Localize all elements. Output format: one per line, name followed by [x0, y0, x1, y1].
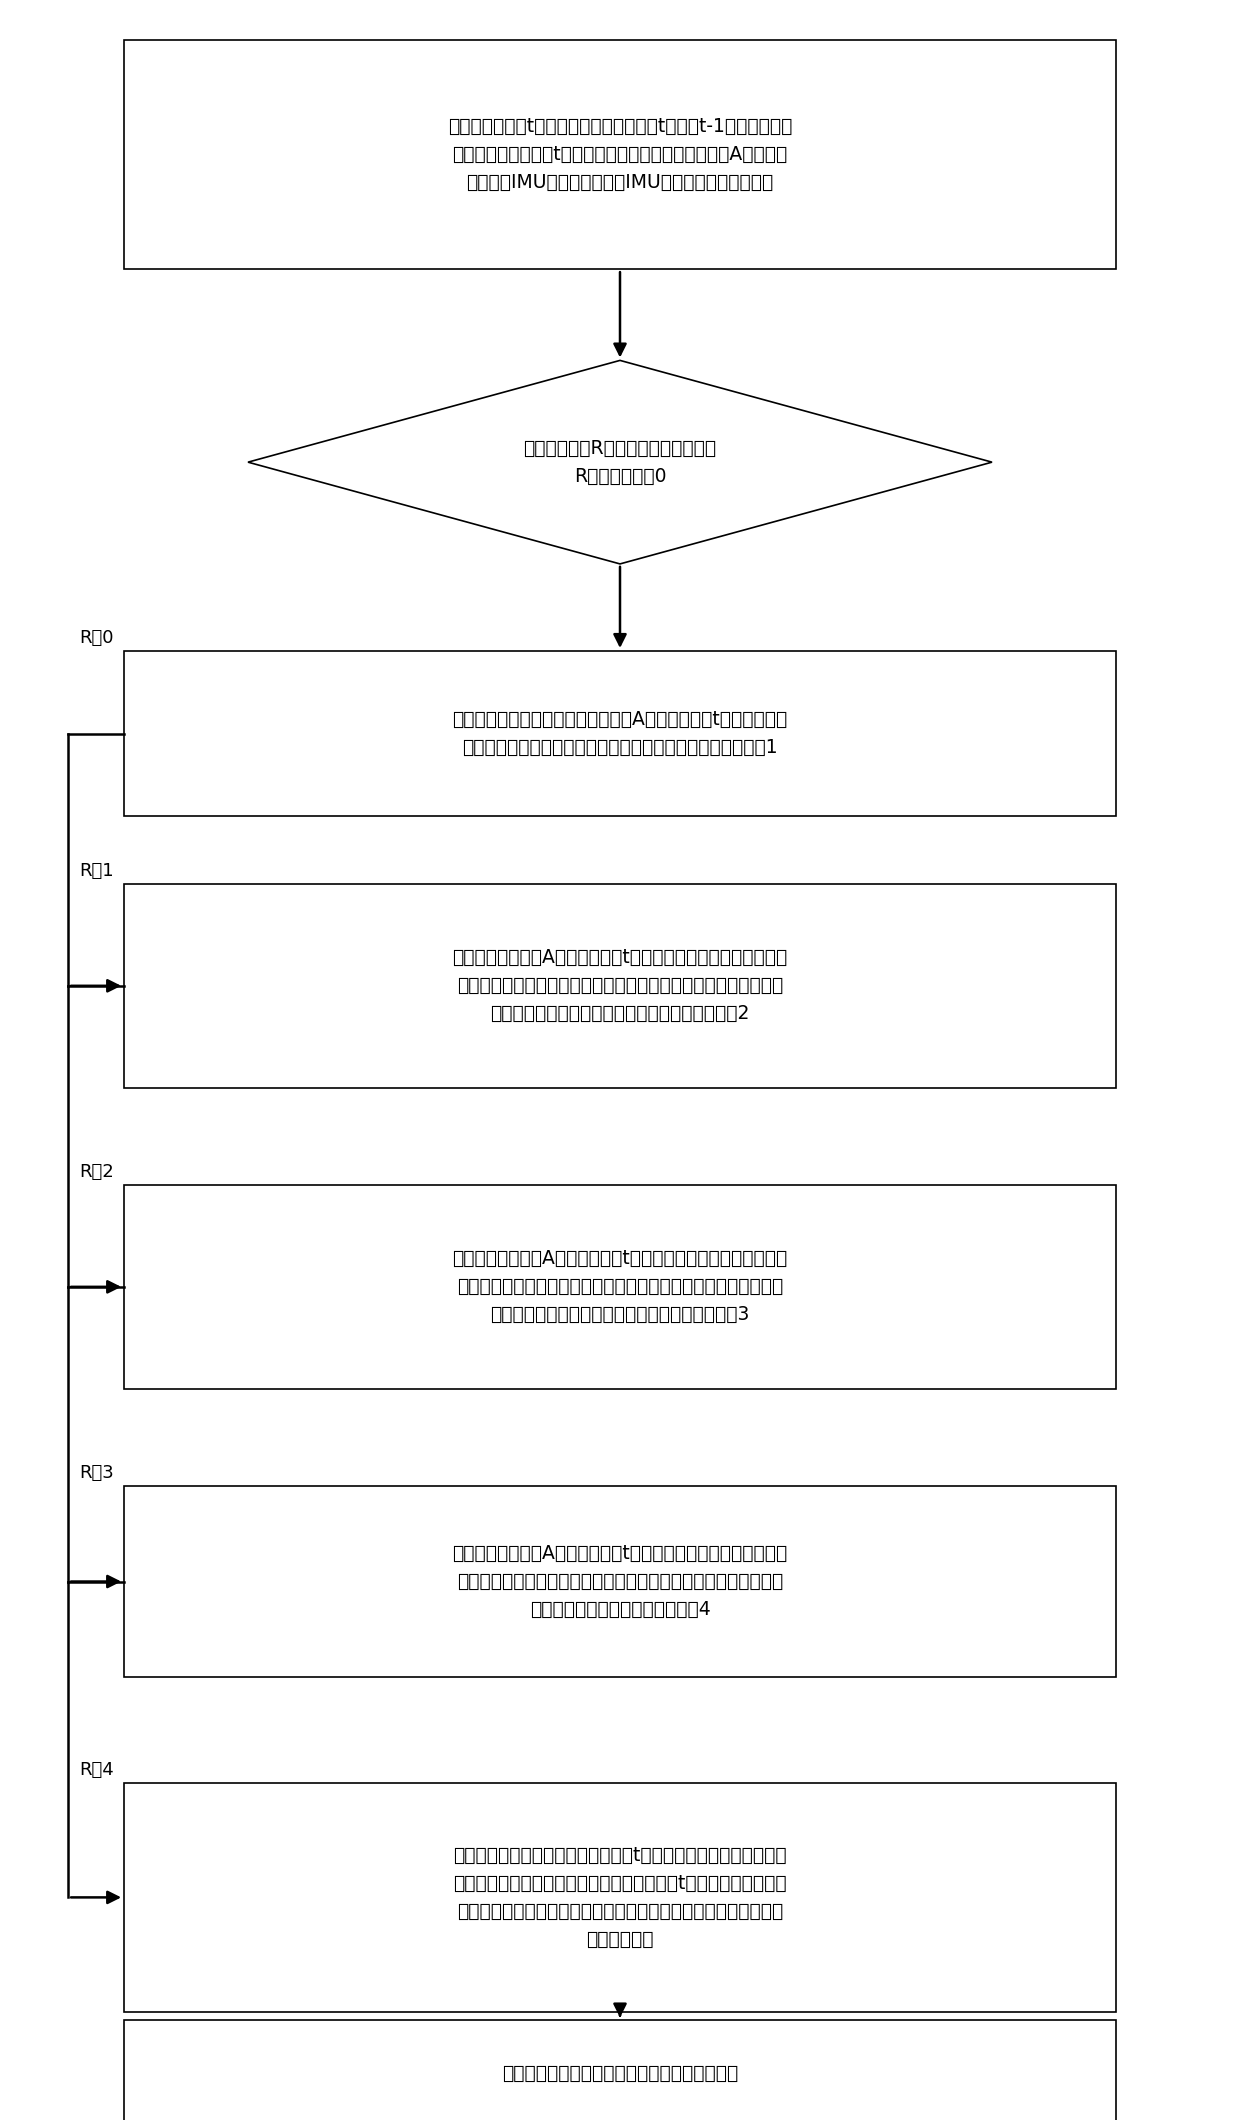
Bar — [124, 1185, 1116, 1389]
Bar — [124, 1783, 1116, 2012]
Text: R为0: R为0 — [79, 630, 114, 647]
Text: 根据状态标记R的数值确定跳转步骤，
R的初始数值为0: 根据状态标记R的数值确定跳转步骤， R的初始数值为0 — [523, 439, 717, 485]
Text: 实时获取相机第t帧图像特征点，并获取第t帧与第t-1帧图像之间传
感器的量测值作为第t帧的帧数据，存储并更新滑动窗口A；所述传
感器包括IMU、轮速计；所述IM: 实时获取相机第t帧图像特征点，并获取第t帧与第t-1帧图像之间传 感器的量测值作… — [448, 117, 792, 193]
Text: 基于当前滑动窗口A中的数据、第t帧的帧数据、图像特征点、第二
数据，通过预设的第二代价函数获取第三数据；判断获取的加速度
计偏移估计值是否收敛，若收敛则将状态标: 基于当前滑动窗口A中的数据、第t帧的帧数据、图像特征点、第二 数据，通过预设的第… — [453, 1249, 787, 1325]
Polygon shape — [248, 360, 992, 564]
Bar — [124, 1486, 1116, 1677]
Text: 响应于第一指令，基于当前滑动窗口A中的数据、第t帧的帧数据、
图像特征点，获取第一数据；若初始化成功，将状态标记置为1: 响应于第一指令，基于当前滑动窗口A中的数据、第t帧的帧数据、 图像特征点，获取第… — [453, 710, 787, 757]
Text: 基于当前滑动窗口A中的数据、第t帧的帧数据、图像特征点、第一
数据，通过预设的第一代价函数获取第二数据；判断获取的车辆转
弯角度是否大于设定阈值，若是则将状态标: 基于当前滑动窗口A中的数据、第t帧的帧数据、图像特征点、第一 数据，通过预设的第… — [453, 948, 787, 1024]
Bar — [124, 651, 1116, 816]
Text: 分别基于当前滑动窗口中的数据、第t帧的帧数据、图像特征点、第
四数据以及当前滑动窗口的反向排列数据、第t帧的帧数据、图像特
征点、第四数据，通过所述第三代价函数: 分别基于当前滑动窗口中的数据、第t帧的帧数据、图像特征点、第 四数据以及当前滑动… — [453, 1847, 787, 1948]
Text: 输出第五数据中传感器位置信息构成的车辆轨迹: 输出第五数据中传感器位置信息构成的车辆轨迹 — [502, 2065, 738, 2082]
Bar — [124, 40, 1116, 269]
Text: R为1: R为1 — [79, 863, 114, 880]
Text: R为3: R为3 — [79, 1465, 114, 1482]
Text: R为4: R为4 — [79, 1762, 114, 1779]
Bar — [124, 2020, 1116, 2120]
Text: R为2: R为2 — [79, 1164, 114, 1181]
Bar — [124, 884, 1116, 1088]
Text: 基于当前滑动窗口A中的数据、第t帧的帧数据、图像特征点、第三
数据，通过预设的第三代价函数获取第四数据；直至该步骤执行次
数大于设定次数，将状态标记置为4: 基于当前滑动窗口A中的数据、第t帧的帧数据、图像特征点、第三 数据，通过预设的第… — [453, 1543, 787, 1620]
